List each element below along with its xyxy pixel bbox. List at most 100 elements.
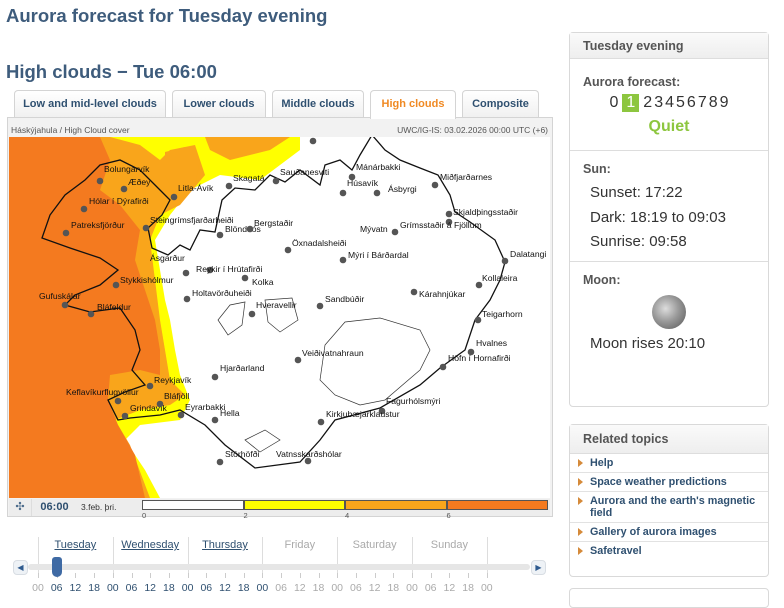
moon-phase-icon: [652, 294, 686, 329]
hour-label[interactable]: 00: [181, 582, 194, 594]
prev-arrow-icon[interactable]: ◀: [13, 560, 28, 575]
hour-label[interactable]: 18: [88, 582, 100, 594]
place-label: Sauðanesviti: [280, 167, 329, 177]
related-link[interactable]: Help: [570, 454, 768, 473]
moon-rise-time: Moon rises 20:10: [590, 334, 706, 352]
place-label: Hveravellir: [256, 300, 297, 310]
place-label: Stykkishólmur: [120, 275, 174, 285]
place-label: Litla-Ávík: [178, 183, 214, 193]
hour-label[interactable]: 00: [106, 582, 119, 594]
place-label: Vatnsskarðshólar: [276, 449, 342, 459]
hour-tick: [262, 573, 264, 578]
place-dot: [317, 418, 325, 426]
hour-label[interactable]: 18: [237, 582, 250, 594]
hour-tick: [150, 573, 152, 578]
cloud-orange-blob: [165, 147, 200, 195]
place-dot: [206, 266, 214, 274]
place-label: Miðfjarðarnes: [440, 172, 492, 182]
tab-high-clouds[interactable]: High clouds: [370, 90, 456, 119]
hour-tick: [187, 573, 189, 578]
related-link[interactable]: Safetravel: [570, 542, 768, 560]
legend-tick: 4: [345, 511, 350, 520]
hour-label: 06: [275, 582, 287, 594]
hour-tick: [393, 573, 395, 578]
place-label: Sandbúðir: [325, 294, 364, 304]
tab-lower-clouds[interactable]: Lower clouds: [172, 90, 266, 118]
place-label: Bláfeldur: [97, 302, 131, 312]
hour-label[interactable]: 12: [219, 582, 231, 594]
place-label: Mývatn: [360, 224, 388, 234]
related-link[interactable]: Gallery of aurora images: [570, 523, 768, 542]
hour-tick: [225, 573, 226, 578]
place-dot: [114, 397, 122, 405]
place-dot: [431, 181, 439, 189]
place-dot: [439, 363, 447, 371]
day-link-tuesday[interactable]: Tuesday: [54, 539, 97, 551]
time-slider-thumb[interactable]: [51, 557, 62, 577]
place-dot: [177, 411, 185, 419]
place-dot: [248, 310, 256, 318]
legend-swatch: [446, 500, 548, 510]
hour-label[interactable]: 06: [50, 582, 63, 594]
day-link-thursday[interactable]: Thursday: [202, 539, 248, 551]
day-separator: [486, 537, 488, 577]
place-dot: [62, 229, 70, 237]
hour-label[interactable]: 12: [144, 582, 157, 594]
hour-tick: [243, 573, 245, 578]
place-dot: [61, 301, 69, 309]
place-dot: [474, 316, 482, 324]
place-label: Gufuskálar: [39, 291, 81, 301]
place-dot: [445, 218, 453, 226]
hour-label[interactable]: 06: [200, 582, 213, 594]
hour-label: 06: [350, 582, 362, 594]
current-time: 06:00: [31, 499, 77, 516]
place-label: Veiðivatnahraun: [302, 348, 364, 358]
place-dot: [348, 173, 356, 181]
day-link-wednesday[interactable]: Wednesday: [121, 539, 180, 551]
hour-label[interactable]: 06: [125, 582, 138, 594]
place-label: Ásgarður: [150, 253, 185, 263]
time-slider-track[interactable]: [28, 564, 530, 570]
place-dot: [183, 295, 191, 303]
place-label: Húsavík: [347, 178, 379, 188]
tab-composite[interactable]: Composite: [462, 90, 539, 118]
sun-label: Sun:: [583, 162, 611, 176]
hour-label[interactable]: 00: [256, 582, 269, 594]
place-label: Mánárbakki: [356, 162, 401, 172]
place-label: Fagurhólsmýri: [386, 396, 441, 406]
cloud-map[interactable]: GrímseyMánárbakkiHúsavíkÁsbyrgiMiðfjarða…: [9, 137, 550, 498]
place-label: Steingrímsfjarðarheiði: [150, 215, 234, 225]
next-arrow-icon[interactable]: ▶: [531, 560, 546, 575]
tab-middle-clouds[interactable]: Middle clouds: [272, 90, 364, 118]
map-model-time: UWC/IG-IS: 03.02.2026 00:00 UTC (+6): [397, 125, 548, 135]
place-label: Kirkjubæjarklaustur: [326, 409, 400, 419]
crosshair-icon[interactable]: ✣: [15, 501, 25, 513]
place-dot: [156, 400, 164, 408]
place-label: Bolungarvík: [104, 164, 150, 174]
place-label: Höfn í Hornafirði: [448, 353, 511, 363]
place-label: Dalatangi: [510, 249, 546, 259]
place-dot: [294, 356, 302, 364]
hour-label: 12: [443, 582, 456, 594]
place-dot: [316, 302, 324, 310]
place-label: Hjarðarland: [220, 363, 265, 373]
related-link-label: Help: [590, 457, 614, 469]
hour-label: 00: [32, 582, 44, 594]
current-date: 3.feb. þri.: [81, 502, 117, 512]
hour-label[interactable]: 12: [69, 582, 82, 594]
place-dot: [339, 256, 347, 264]
hour-label[interactable]: 18: [163, 582, 175, 594]
related-topics-panel: Related topics Help Space weather predict…: [569, 424, 769, 577]
day-link-sunday: Sunday: [430, 539, 469, 551]
place-label: Mýri í Bárðardal: [348, 250, 409, 260]
place-label: Öxnadalsheiði: [292, 238, 347, 248]
related-link[interactable]: Aurora and the earth's magnetic field: [570, 492, 768, 523]
place-label: Grindavík: [130, 403, 167, 413]
tab-low-mid-clouds[interactable]: Low and mid-level clouds: [14, 90, 166, 118]
aurora-level-1: 1: [622, 94, 640, 112]
hour-tick: [374, 573, 376, 578]
related-link[interactable]: Space weather predictions: [570, 473, 768, 492]
place-dot: [112, 281, 120, 289]
place-dot: [373, 189, 381, 197]
hour-tick: [131, 573, 133, 578]
